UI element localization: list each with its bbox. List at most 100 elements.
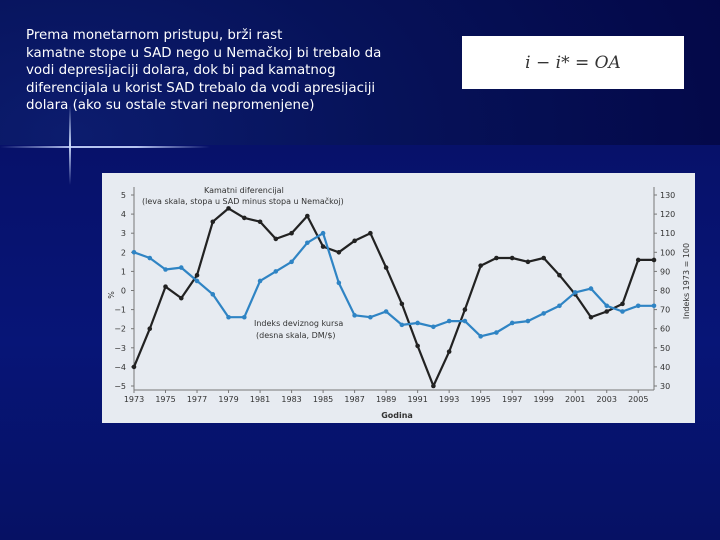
right-tick-label: 80 — [660, 287, 670, 296]
series-2-point — [604, 303, 610, 309]
series-1-point — [446, 349, 452, 354]
series-1-point — [635, 257, 641, 263]
series-1-point — [557, 272, 562, 278]
series-2-point — [257, 278, 263, 284]
series-1-point — [620, 301, 625, 307]
right-tick-label: 130 — [660, 191, 675, 200]
series-1-point — [336, 250, 342, 255]
series-1-point — [273, 236, 279, 242]
series-1-point — [289, 230, 294, 236]
series-1-point — [320, 244, 326, 249]
x-tick-label: 1981 — [250, 395, 270, 404]
fx-index-label-line2: (desna skala, DM/$) — [256, 331, 336, 340]
right-tick-label: 30 — [660, 382, 670, 391]
series-2-point — [557, 303, 562, 309]
x-tick-label: 1989 — [376, 395, 396, 404]
series-1-point — [462, 307, 468, 312]
right-axis-label: Indeks 1973 = 100 — [682, 243, 691, 319]
series-2-point — [478, 334, 483, 339]
series-2-point — [572, 290, 578, 295]
x-tick-label: 1999 — [534, 395, 554, 404]
x-tick-label: 2001 — [565, 395, 585, 404]
series-1-point — [242, 215, 247, 221]
series-2-point — [651, 303, 657, 309]
series-2-point — [226, 314, 231, 320]
x-tick-label: 1979 — [218, 395, 238, 404]
left-tick-label: 0 — [121, 287, 126, 296]
x-axis-label: Godina — [381, 411, 413, 420]
series-2-point — [446, 318, 452, 324]
right-tick-label: 110 — [660, 229, 675, 238]
x-tick-label: 1983 — [281, 395, 301, 404]
series-2-point — [194, 278, 200, 284]
right-tick-label: 60 — [660, 325, 670, 334]
series-2-point — [163, 267, 168, 272]
series-1-point — [415, 343, 420, 349]
x-tick-label: 1995 — [470, 395, 490, 404]
x-tick-label: 1987 — [344, 395, 364, 404]
series-1-point — [509, 255, 515, 261]
right-tick-label: 40 — [660, 363, 670, 372]
left-tick-label: −1 — [114, 306, 126, 315]
series-2-point — [620, 309, 625, 314]
series-1-point — [147, 326, 153, 331]
series-2-point — [147, 255, 153, 261]
x-tick-label: 2005 — [628, 395, 648, 404]
interest-diff-label-line2: (leva skala, stopa u SAD minus stopa u N… — [142, 196, 344, 206]
series-2-point — [289, 259, 294, 265]
series-2-point — [399, 322, 405, 328]
right-tick-label: 100 — [660, 248, 675, 257]
series-1-point — [163, 284, 168, 289]
series-1-point — [368, 230, 373, 236]
x-tick-label: 1993 — [439, 395, 459, 404]
right-tick-label: 120 — [660, 210, 675, 219]
right-tick-label: 70 — [660, 306, 670, 315]
series-2-point — [178, 265, 184, 270]
left-axis-label: % — [107, 291, 116, 299]
series-line-1 — [132, 207, 654, 388]
exchange-rate-interest-chart: 5 4 3 2 1 0 −1 −2 −3 −4 −5 130 120 110 100 90 80 70 60 50 40… — [107, 186, 691, 420]
series-1-point — [210, 219, 216, 225]
series-2-point — [383, 309, 389, 314]
series-2-point — [131, 250, 137, 255]
left-tick-label: −3 — [114, 344, 126, 353]
fx-index-label-line1: Indeks deviznog kursa — [254, 319, 343, 328]
series-1-point — [257, 219, 263, 225]
series-1-point — [194, 272, 200, 278]
series-1-point — [651, 257, 657, 263]
right-tick-label: 90 — [660, 267, 670, 276]
series-2-point — [525, 318, 531, 324]
series-2-point — [588, 286, 594, 291]
left-tick-label: −2 — [114, 325, 126, 334]
series-2-point — [320, 230, 326, 236]
chart-panel: 5 4 3 2 1 0 −1 −2 −3 −4 −5 130 120 110 100 90 80 70 60 50 40… — [102, 173, 695, 423]
series-1-point — [226, 206, 231, 211]
series-1-point — [131, 364, 137, 370]
series-1-point — [588, 314, 594, 320]
x-tick-label: 1975 — [155, 395, 175, 404]
left-tick-label: 5 — [121, 191, 126, 200]
series-2-point — [368, 314, 373, 320]
x-tick-label: 1991 — [407, 395, 427, 404]
formula-text: i − i* = OA — [525, 52, 621, 73]
left-tick-label: 1 — [121, 267, 126, 276]
x-tick-label: 1977 — [187, 395, 207, 404]
series-2-point — [273, 269, 279, 274]
series-2-point — [431, 324, 436, 330]
series-1-point — [178, 295, 184, 301]
left-tick-label: −4 — [114, 363, 126, 372]
sparkle-horizontal — [0, 146, 210, 148]
series-1-point — [604, 309, 610, 314]
series-1-point — [399, 301, 405, 307]
series-1-point — [541, 255, 546, 261]
series-1-point — [431, 383, 436, 389]
series-2-point — [494, 330, 499, 335]
x-tick-label: 1997 — [502, 395, 522, 404]
series-2-point — [352, 313, 357, 318]
series-1-point — [352, 238, 357, 244]
left-tick-label: −5 — [114, 382, 126, 391]
series-2-point — [415, 320, 420, 326]
x-tick-label: 1973 — [124, 395, 144, 404]
series-2-point — [305, 240, 310, 246]
series-2-point — [462, 318, 468, 324]
